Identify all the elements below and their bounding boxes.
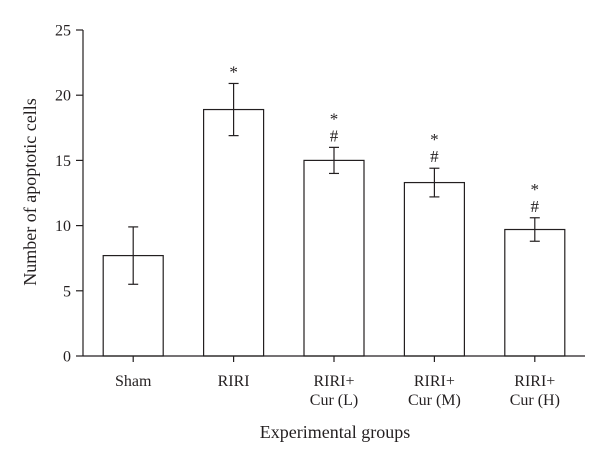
bar — [504, 228, 566, 357]
x-tick-label: RIRI+ — [414, 373, 455, 390]
bar — [403, 181, 465, 357]
significance-hash: # — [531, 197, 540, 216]
x-tick-label: RIRI+ — [313, 373, 354, 390]
significance-asterisk: * — [430, 130, 439, 149]
x-tick-label: Cur (H) — [510, 392, 560, 409]
y-tick-label: 0 — [63, 349, 71, 366]
bar — [203, 108, 265, 357]
x-tick-label: Sham — [115, 373, 152, 390]
x-tick-label: Cur (M) — [408, 392, 461, 409]
x-tick-labels-group: Sham RIRI RIRI+ Cur (L) RIRI+ Cur (M) RIRI+ Cur… — [115, 356, 560, 409]
y-tick-label: 15 — [55, 153, 71, 170]
y-axis-title: Number of apoptotic cells — [20, 98, 40, 285]
significance-hash: # — [330, 126, 339, 145]
y-tick-label: 25 — [55, 23, 71, 40]
significance-asterisk: * — [330, 109, 339, 128]
x-axis-title: Experimental groups — [260, 422, 410, 442]
y-ticks-group: 0 5 10 15 20 25 — [55, 23, 83, 366]
x-tick-label: RIRI+ — [514, 373, 555, 390]
bar — [303, 159, 365, 357]
x-tick-label: RIRI — [218, 373, 250, 390]
y-tick-label: 5 — [63, 283, 71, 300]
x-tick-label: Cur (L) — [310, 392, 358, 409]
significance-asterisk: * — [531, 180, 540, 199]
significance-annotations-group: **# *#*# — [229, 62, 539, 215]
y-tick-label: 20 — [55, 88, 71, 105]
bars-group — [102, 108, 566, 357]
error-bars-group — [128, 82, 540, 285]
y-tick-label: 10 — [55, 218, 71, 235]
significance-asterisk: * — [229, 62, 238, 81]
significance-hash: # — [430, 147, 439, 166]
